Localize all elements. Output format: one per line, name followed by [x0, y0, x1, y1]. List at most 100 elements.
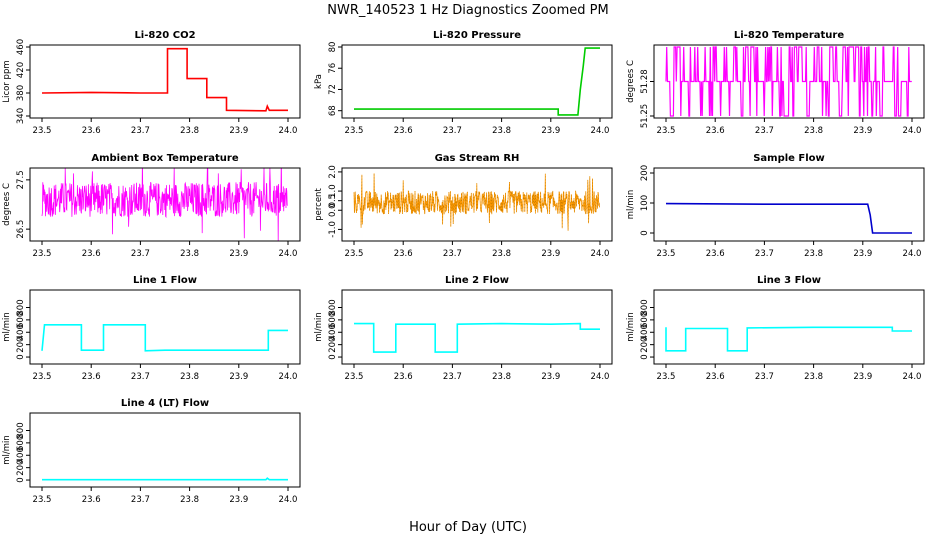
- y-tick-label: 340: [16, 108, 26, 124]
- x-tick-label: 23.9: [853, 372, 872, 382]
- x-tick-label: 23.5: [345, 249, 364, 259]
- panel-0: Li-820 CO2 Licor ppm 23.5 23.6 23.7 23.8 23.9 2…: [2, 30, 301, 136]
- x-tick-label: 24.0: [279, 249, 298, 259]
- plot-frame: [341, 44, 613, 119]
- x-tick-label: 23.9: [229, 249, 248, 259]
- x-tick-label: 23.9: [229, 126, 248, 136]
- x-tick-label: 23.8: [180, 249, 199, 259]
- x-tick-label: 23.6: [82, 126, 101, 136]
- plot-frame: [29, 167, 301, 242]
- y-tick-label: 51.25: [640, 104, 650, 128]
- x-tick-label: 23.8: [180, 372, 199, 382]
- x-tick-label: 23.6: [394, 126, 413, 136]
- panel-title: Line 4 (LT) Flow: [121, 398, 209, 409]
- y-tick-label: 51.28: [640, 69, 650, 93]
- x-tick-label: 23.5: [345, 372, 364, 382]
- series-trace: [665, 202, 912, 234]
- x-tick-label: 23.7: [131, 372, 150, 382]
- x-tick-label: 23.9: [853, 126, 872, 136]
- y-tick-label: 0: [328, 354, 338, 359]
- x-tick-label: 23.7: [755, 126, 774, 136]
- panel-9: Line 4 (LT) Flow ml/min 23.5 23.6 23.7 23.8 23…: [2, 398, 301, 505]
- x-tick-label: 23.7: [443, 126, 462, 136]
- y-tick-label: 68: [328, 105, 338, 116]
- y-tick-label: 460: [16, 39, 26, 55]
- y-tick-label: 600: [16, 312, 26, 328]
- series-trace: [354, 47, 600, 116]
- x-tick-label: 23.5: [33, 495, 52, 505]
- series-line: [41, 47, 288, 112]
- x-tick-label: 24.0: [279, 126, 298, 136]
- x-tick-label: 23.5: [657, 126, 676, 136]
- x-tick-label: 23.9: [853, 249, 872, 259]
- x-tick-label: 23.7: [755, 372, 774, 382]
- x-tick-label: 24.0: [903, 126, 922, 136]
- y-tick-label: 1.0: [328, 184, 338, 198]
- x-tick-label: 23.8: [492, 372, 511, 382]
- x-tick-label: 24.0: [591, 249, 610, 259]
- panel-title: Line 2 Flow: [445, 275, 509, 286]
- y-axis-label: percent: [314, 188, 324, 221]
- x-tick-label: 23.6: [394, 372, 413, 382]
- x-tick-label: 23.8: [804, 126, 823, 136]
- panel-title: Ambient Box Temperature: [91, 153, 238, 164]
- series-line: [353, 173, 600, 231]
- series-line: [665, 46, 912, 117]
- x-tick-label: 23.6: [706, 126, 725, 136]
- y-axis-label: ml/min: [2, 312, 12, 342]
- y-axis-label: ml/min: [626, 312, 636, 342]
- x-tick-label: 23.6: [82, 249, 101, 259]
- x-tick-label: 23.5: [33, 126, 52, 136]
- y-tick-label: 80: [328, 42, 338, 53]
- plot-frame: [29, 289, 301, 365]
- panel-title: Line 1 Flow: [133, 275, 197, 286]
- x-tick-label: 24.0: [279, 372, 298, 382]
- y-tick-label: 200: [640, 337, 650, 353]
- y-tick-label: 400: [328, 324, 338, 340]
- y-tick-label: 800: [16, 422, 26, 438]
- y-tick-label: 0: [16, 477, 26, 482]
- series-line: [665, 202, 912, 234]
- x-tick-label: 24.0: [591, 126, 610, 136]
- series-line: [354, 47, 600, 116]
- x-tick-label: 23.8: [180, 495, 199, 505]
- x-tick-label: 23.5: [345, 126, 364, 136]
- y-axis-label: degrees C: [2, 183, 12, 226]
- x-tick-label: 23.6: [706, 249, 725, 259]
- plot-frame: [341, 167, 613, 242]
- y-tick-label: 800: [328, 299, 338, 315]
- series-line: [41, 323, 288, 352]
- y-axis-label: kPa: [314, 74, 324, 89]
- plot-frame: [653, 167, 925, 242]
- series-trace: [665, 46, 912, 117]
- y-tick-label: 200: [640, 165, 650, 181]
- series-trace: [42, 477, 288, 481]
- x-tick-label: 23.5: [33, 249, 52, 259]
- series-trace: [353, 173, 600, 231]
- x-tick-label: 23.8: [492, 249, 511, 259]
- x-tick-label: 23.5: [33, 372, 52, 382]
- series-line: [41, 168, 288, 241]
- panel-title: Li-820 Pressure: [433, 30, 521, 41]
- plot-frame: [29, 44, 301, 119]
- plot-frame: [653, 289, 925, 365]
- y-tick-label: 0: [16, 354, 26, 359]
- x-tick-label: 23.5: [657, 249, 676, 259]
- panel-title: Gas Stream RH: [435, 153, 520, 164]
- y-tick-label: 2.0: [328, 165, 338, 179]
- y-axis-label: ml/min: [626, 190, 636, 220]
- y-tick-label: 0: [640, 230, 650, 235]
- y-tick-label: 0.0: [328, 203, 338, 217]
- y-tick-label: 200: [16, 337, 26, 353]
- x-tick-label: 23.5: [657, 372, 676, 382]
- figure-x-axis-label: Hour of Day (UTC): [409, 520, 527, 535]
- x-tick-label: 23.9: [541, 372, 560, 382]
- y-axis-label: ml/min: [2, 435, 12, 465]
- series-trace: [41, 47, 288, 112]
- y-tick-label: 0: [640, 354, 650, 359]
- y-tick-label: 600: [640, 312, 650, 328]
- plot-frame: [29, 412, 301, 488]
- series-trace: [41, 323, 288, 352]
- panel-5: Sample Flow ml/min 23.5 23.6 23.7 23.8 23.9 24.…: [626, 153, 925, 259]
